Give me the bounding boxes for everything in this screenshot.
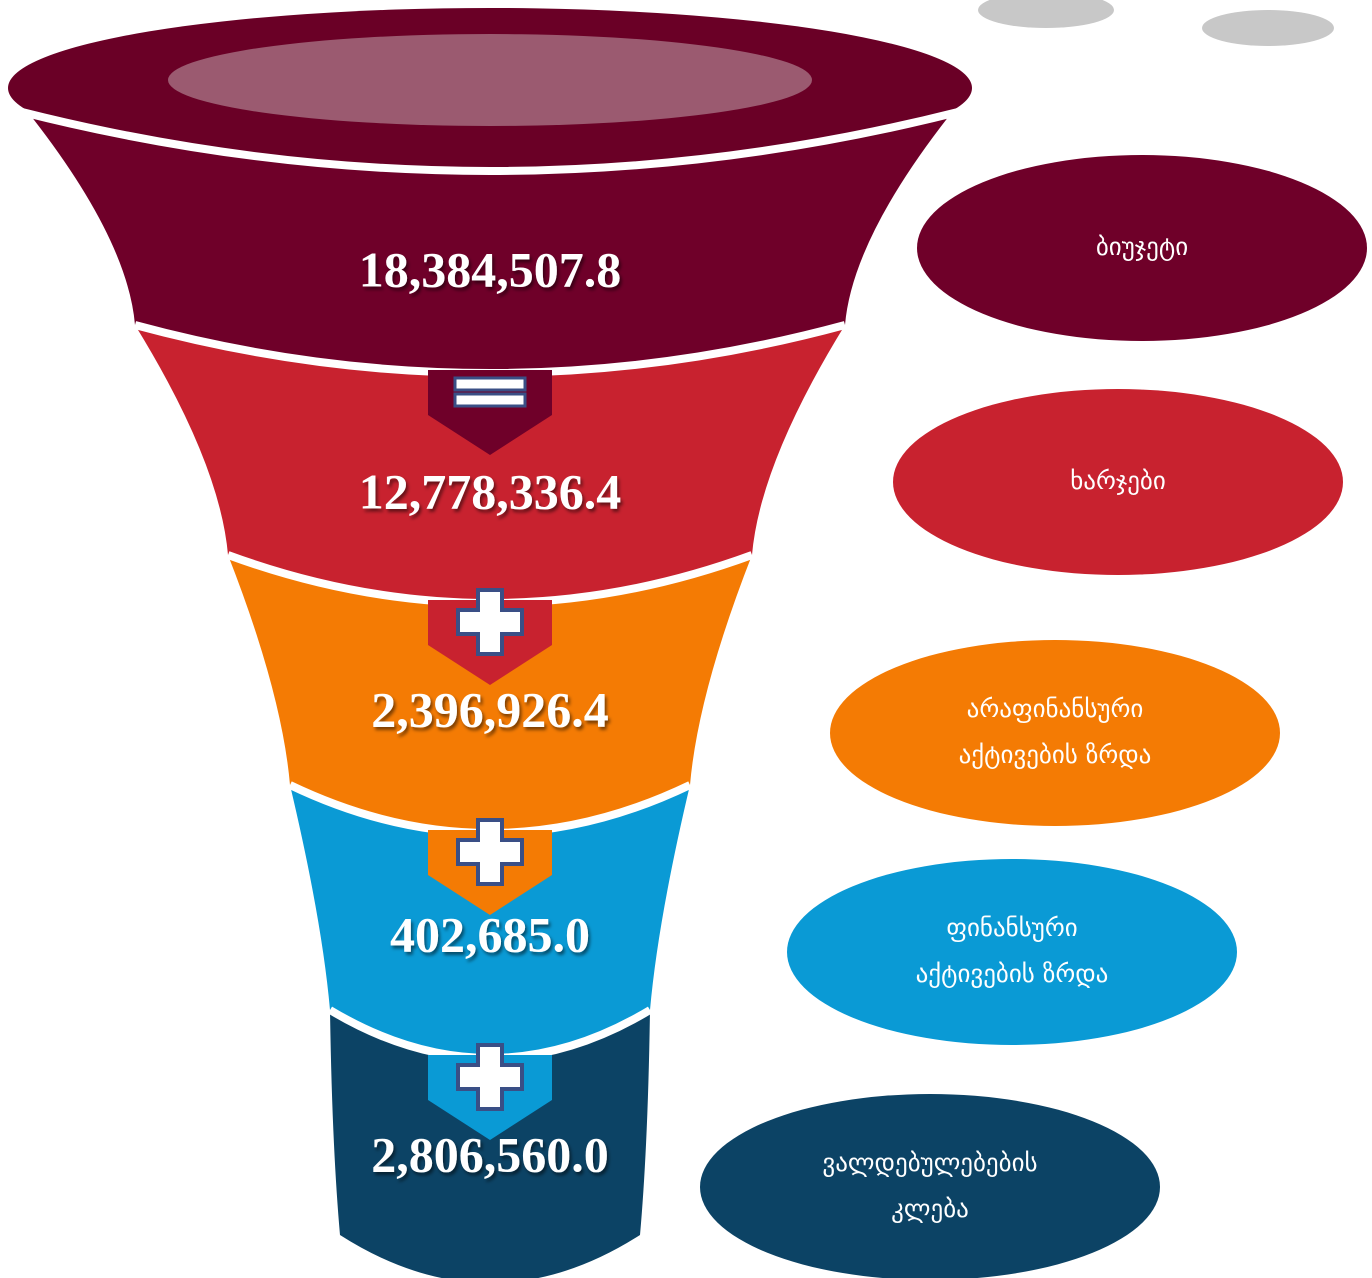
plus-icon [456,818,524,886]
separator [21,108,959,175]
funnel-segment [330,1010,650,1278]
stage-label: ვალდებულებების [822,1148,1037,1177]
label-bubble [700,1094,1160,1278]
stage-value: 2,396,926.4 [371,681,609,737]
funnel-segment [135,325,845,603]
rim-inner [168,34,812,126]
label-bubble [893,389,1343,575]
stage-label: კლება [891,1194,969,1223]
stage-value: 12,778,336.4 [359,463,622,519]
stage-label: ბიუჯეტი [1096,232,1188,261]
equals-icon [453,376,527,392]
stage-label: აქტივების ზრდა [959,740,1152,769]
funnel-segment [290,785,690,1058]
label-bubble [787,859,1237,1045]
stage-label: არაფინანსური [967,694,1144,723]
equals-icon [453,392,527,408]
funnel-segment [10,90,970,373]
stage-value: 18,384,507.8 [359,241,622,297]
plus-icon [456,588,524,656]
shadow [978,0,1114,28]
funnel-segment [228,555,752,833]
stage-label: ხარჯები [1070,466,1166,495]
plus-icon [456,1043,524,1111]
funnel: 18,384,507.8 12,778,336.4 2,396,926.4 402,6… [8,8,972,1278]
shadow [1202,10,1334,46]
stage-label: ფინანსური [946,913,1077,942]
labels: ბიუჯეტი ხარჯები არაფინანსური აქტივების ზრდა… [700,155,1367,1278]
label-bubble [917,155,1367,341]
stage-label: აქტივების ზრდა [916,959,1109,988]
stage-value: 2,806,560.0 [371,1126,609,1182]
label-bubble [830,640,1280,826]
stage-value: 402,685.0 [390,906,590,962]
